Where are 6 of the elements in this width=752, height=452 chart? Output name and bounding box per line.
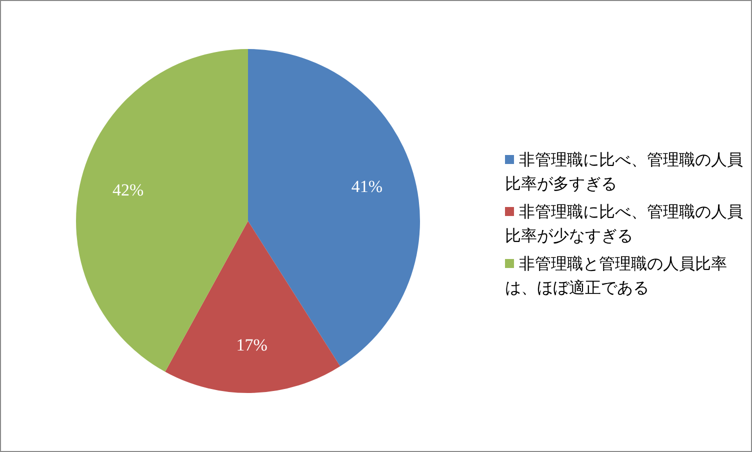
legend-label: 非管理職に比べ、管理職の人員比率が多すぎる [505,149,744,195]
data-label: 41% [351,176,383,196]
legend-label: 非管理職と管理職の人員比率は、ほぼ適正である [505,253,728,299]
data-label: 42% [112,180,144,200]
legend-label: 非管理職に比べ、管理職の人員比率が少なすぎる [505,201,744,247]
data-label: 17% [236,335,268,354]
